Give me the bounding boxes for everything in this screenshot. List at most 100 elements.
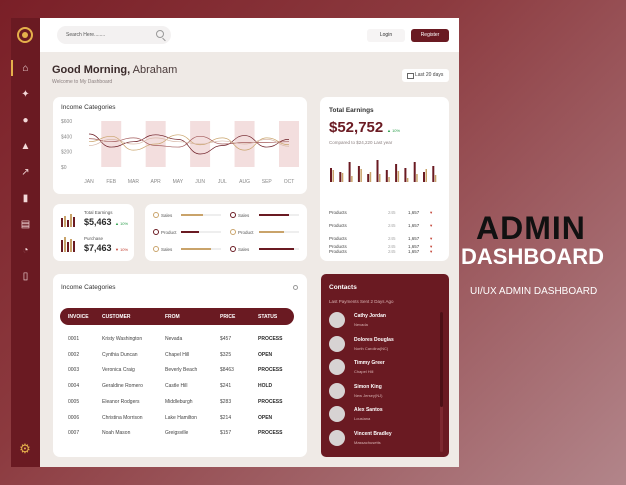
earnings-bar (351, 176, 353, 182)
date-range-label: Last 20 days (415, 72, 444, 78)
search-input[interactable]: Search Here........ (57, 26, 171, 44)
contact-item[interactable]: Timmy Greer Chapel Hill (329, 359, 439, 377)
contact-location: Massachusetts (354, 439, 381, 445)
earnings-bar (357, 166, 360, 182)
cell-invoice: 0001 (68, 336, 80, 342)
col-price[interactable]: PRICE (220, 314, 236, 320)
purchase-change: ▼ 10% (115, 247, 129, 252)
earnings-bar (330, 168, 332, 182)
login-button[interactable]: Login (367, 29, 405, 42)
page-title: Good Morning, Abraham (52, 64, 177, 76)
col-from[interactable]: FROM (165, 314, 180, 320)
report-icon[interactable]: ▯ (22, 271, 29, 282)
product-label: Sales (238, 213, 250, 218)
contact-item[interactable]: Alex Santos Lousiana (329, 406, 439, 424)
x-tick-label: JAN (84, 179, 94, 185)
register-button[interactable]: Register (411, 29, 449, 42)
contact-item[interactable]: Cathy Jordan Nevada (329, 312, 439, 330)
x-tick-label: SEP (262, 179, 273, 185)
promo-subtitle: DASHBOARD (461, 244, 604, 269)
earnings-bar (416, 174, 418, 182)
avatar (329, 335, 345, 352)
top-bar: Search Here........ Login Register (40, 18, 459, 52)
cell-customer: Cynthia Duncan (102, 351, 138, 358)
earnings-bar (406, 178, 409, 182)
product-label: Product (238, 230, 254, 235)
contacts-subtitle: Last Payments Sent 2 Days Ago (329, 299, 394, 304)
col-status[interactable]: STATUS (258, 314, 278, 320)
contacts-title: Contacts (329, 284, 357, 291)
dashboard-frame: ⌂ ✦ ● ▲ ↗ ▮ ▤ ◔ ▯ ⚙ Search Here........ … (11, 18, 459, 467)
cell-status: OPEN (258, 351, 273, 358)
product-label: Sales (161, 247, 173, 252)
earnings-row-b: 1,657 (408, 249, 420, 254)
cell-customer: Noah Mason (102, 430, 131, 437)
table-row[interactable]: 0002 Cynthia Duncan Chapel Hill $325 OPEN (60, 348, 294, 363)
settings-icon[interactable] (293, 285, 298, 290)
bell-icon[interactable]: ▲ (20, 141, 31, 152)
table-row[interactable]: 0007 Noah Mason Greigsville $157 PROCESS (60, 426, 294, 441)
gear-icon[interactable]: ⚙ (19, 441, 31, 456)
caret-down-icon[interactable]: ▾ (430, 249, 433, 254)
home-icon[interactable]: ⌂ (22, 63, 29, 74)
cell-status: PROCESS (258, 430, 283, 437)
puzzle-icon[interactable]: ✦ (21, 89, 30, 100)
cell-customer: Christina Morrison (102, 414, 143, 421)
analytics-icon[interactable]: ↗ (21, 167, 30, 178)
col-customer[interactable]: CUSTOMER (102, 314, 131, 320)
scrollbar-thumb[interactable] (440, 312, 443, 407)
table-row[interactable]: 0003 Veronica Craig Beverly Beach $8463 PROC… (60, 363, 294, 378)
earnings-row: Products 245 1,657 ▾ (329, 236, 439, 246)
cell-invoice: 0002 (68, 351, 80, 358)
table-row[interactable]: 0006 Christina Morrison Lake Hamilton $214 O… (60, 411, 294, 426)
greeting-name: Abraham (132, 64, 178, 76)
product-progress-bars (153, 212, 299, 252)
contact-item[interactable]: Vincent Bradley Massachusetts (329, 429, 439, 448)
earnings-bar (369, 172, 372, 182)
earnings-bar (339, 172, 342, 182)
total-earnings-change: ▲ 10% (115, 221, 129, 226)
earnings-bar (395, 164, 398, 182)
y-tick-label: $0 (61, 165, 67, 171)
series-line (88, 134, 290, 151)
cell-customer: Geraldine Romero (102, 383, 143, 390)
search-icon[interactable] (156, 30, 164, 38)
earnings-row-label: Products (329, 249, 347, 254)
caret-down-icon[interactable]: ▾ (430, 236, 433, 241)
x-tick-label: JUN (195, 179, 205, 185)
contact-item[interactable]: Dolores Douglas North Carolina(NC) (329, 335, 439, 354)
table-row[interactable]: 0004 Geraldine Romero Castle Hill $241 HOLD (60, 379, 294, 394)
contact-item[interactable]: Simon King New Jersey(NJ) (329, 382, 439, 401)
earnings-row-label: Products (329, 244, 347, 249)
cell-customer: Veronica Craig (102, 367, 135, 374)
earnings-bar (413, 162, 416, 182)
col-invoice[interactable]: INVOICE (68, 314, 89, 320)
search-placeholder: Search Here........ (66, 32, 106, 38)
contact-location: Nevada (354, 322, 368, 327)
small-stats-card: Total Earnings $5,463 ▲ 10% Purchase $7,… (53, 204, 134, 261)
income-chart-card: Income Categories $600 $400 $200 $0 JAN FEB MA… (53, 97, 307, 194)
series-line (88, 133, 290, 155)
table-row[interactable]: 0001 Kristy Washington Nevada $457 PROCESS (60, 332, 294, 347)
caret-down-icon[interactable]: ▾ (430, 223, 433, 228)
y-tick-label: $200 (61, 150, 72, 156)
pie-chart-icon[interactable]: ◔ (22, 245, 29, 256)
earnings-bar (425, 169, 427, 182)
table-row[interactable]: 0005 Eleanor Rodgers Middleburgh $283 PROCES… (60, 395, 294, 410)
earnings-bar (434, 175, 437, 182)
bar-chart-icon[interactable]: ▮ (22, 193, 29, 204)
document-icon[interactable]: ▤ (20, 219, 31, 230)
caret-down-icon[interactable]: ▾ (430, 210, 433, 215)
earnings-row-label: Products (329, 210, 347, 215)
contacts-card: Contacts Last Payments Sent 2 Days Ago C… (321, 274, 449, 457)
x-tick-label: FEB (106, 179, 116, 185)
earnings-row-a: 245 (388, 236, 396, 241)
user-icon[interactable]: ● (22, 115, 29, 126)
caret-down-icon[interactable]: ▾ (430, 244, 433, 249)
sidebar: ⌂ ✦ ● ▲ ↗ ▮ ▤ ◔ ▯ ⚙ (11, 18, 40, 467)
date-range-button[interactable]: Last 20 days (402, 69, 449, 82)
cell-price: $214 (220, 414, 232, 421)
earnings-row-a: 245 (388, 244, 396, 249)
earnings-bar (404, 168, 407, 182)
series-line (88, 137, 290, 147)
